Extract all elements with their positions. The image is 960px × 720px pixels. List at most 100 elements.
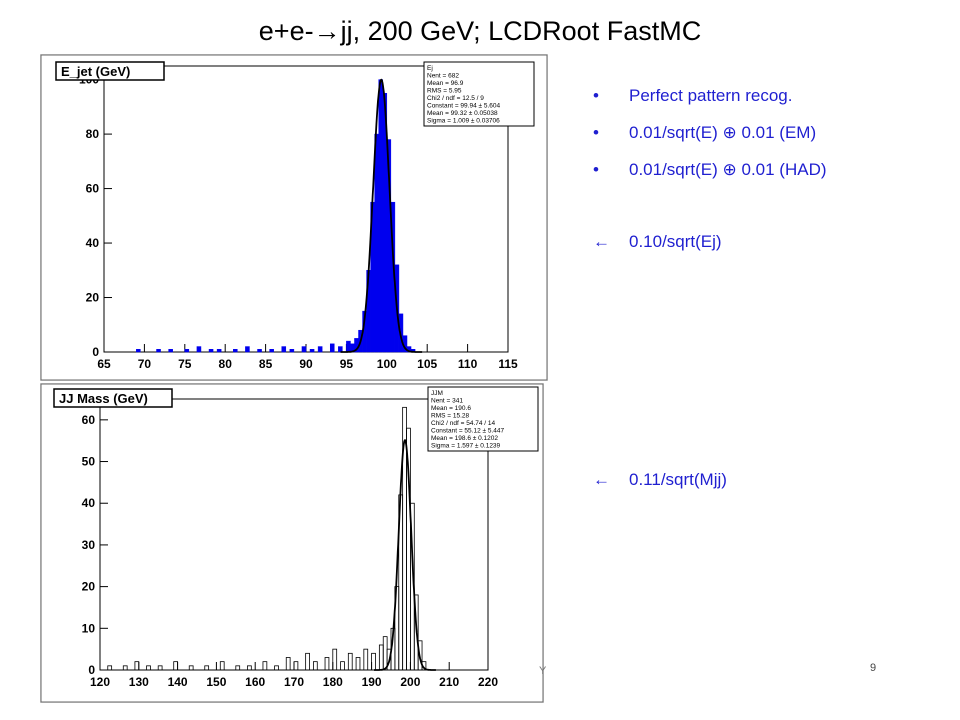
x-tick-label: 75 — [178, 357, 192, 371]
x-tick-label: 150 — [206, 675, 226, 689]
stats-line: JJM — [431, 390, 443, 397]
histogram-bin — [317, 346, 323, 353]
x-tick-label: 120 — [90, 675, 110, 689]
histogram-bin — [196, 346, 202, 353]
gaussian-fit-curve — [340, 78, 423, 353]
bullet-text: 0.01/sqrt(E) ⊕ 0.01 (HAD) — [629, 160, 827, 179]
x-tick-label: 160 — [245, 675, 265, 689]
x-tick-label: 200 — [400, 675, 420, 689]
histogram-bin — [338, 346, 343, 353]
histogram-bin — [134, 661, 140, 671]
histogram-bin — [340, 661, 345, 671]
x-tick-label: 190 — [362, 675, 382, 689]
x-tick-label: 220 — [478, 675, 498, 689]
stats-line: Sigma = 1.597 ± 0.1239 — [431, 443, 501, 450]
histogram-title: E_jet (GeV) — [61, 64, 130, 79]
histogram-bin — [363, 648, 369, 671]
stats-line: Mean = 190.6 — [431, 405, 471, 412]
corner-mark: Y — [539, 665, 547, 677]
histogram-bin — [235, 665, 241, 671]
histogram-bin — [281, 346, 287, 353]
histogram-bin — [329, 343, 335, 353]
y-tick-label: 60 — [82, 413, 96, 427]
histogram-bin — [324, 657, 330, 671]
x-tick-label: 210 — [439, 675, 459, 689]
histogram-bin — [312, 661, 318, 671]
histogram-bin — [136, 349, 141, 353]
stats-box — [427, 386, 539, 452]
x-tick-label: 105 — [417, 357, 437, 371]
histogram-title-box — [53, 388, 173, 408]
histogram-bin — [204, 665, 210, 671]
x-tick-label: 110 — [458, 357, 478, 371]
histogram-bin — [274, 665, 279, 671]
histogram-bin — [378, 79, 384, 353]
histogram-bin — [305, 652, 310, 671]
stats-line: Constant = 99.94 ± 5.604 — [427, 103, 501, 110]
y-tick-label: 0 — [88, 663, 95, 677]
histogram-bin — [219, 661, 225, 671]
bullet-dot: • — [593, 160, 599, 179]
stats-line: Sigma = 1.009 ± 0.03706 — [427, 118, 500, 125]
histogram-bin — [188, 665, 194, 671]
left-arrow-icon: ← — [593, 470, 610, 489]
histogram-bin — [247, 665, 252, 671]
bullet-list: • Perfect pattern recog. • 0.01/sqrt(E) … — [593, 86, 953, 197]
ejet-histogram-panel: 02040608010065707580859095100105110115E_… — [40, 54, 548, 381]
histogram-bin — [413, 594, 419, 671]
page-number: 9 — [870, 662, 877, 674]
x-tick-label: 130 — [129, 675, 149, 689]
y-tick-label: 0 — [92, 345, 99, 359]
histogram-title: JJ Mass (GeV) — [59, 391, 148, 406]
stats-line: Nent = 341 — [431, 398, 463, 405]
x-tick-label: 95 — [340, 357, 354, 371]
stats-line: Mean = 96.9 — [427, 80, 464, 87]
histogram-bin — [208, 349, 214, 353]
histogram-bin — [347, 652, 353, 671]
y-tick-label: 60 — [86, 182, 100, 196]
histogram-bin — [371, 652, 376, 671]
jjmass-histogram-panel: 0 10 20 30 40 50 60 120 130 140 150 160 170 180 190 200… — [40, 383, 544, 703]
x-tick-label: 85 — [259, 357, 273, 371]
stats-line: RMS = 15.28 — [431, 413, 470, 420]
stats-line: Chi2 / ndf = 12.5 / 9 — [427, 95, 484, 102]
histogram-bin — [157, 665, 163, 671]
stats-line: RMS = 5.95 — [427, 88, 462, 95]
histogram-bin — [146, 665, 151, 671]
histogram-bin — [107, 665, 113, 671]
histogram-bin — [417, 640, 423, 671]
x-tick-label: 115 — [498, 357, 518, 371]
slide-title: e+e-→jj, 200 GeV; LCDRoot FastMC — [258, 16, 702, 46]
stats-line: Constant = 55.12 ± 5.447 — [431, 428, 505, 435]
bullet-item: • Perfect pattern recog. — [593, 86, 953, 123]
histogram-bin — [374, 133, 379, 353]
x-tick-label: 90 — [299, 357, 313, 371]
histogram-bin — [216, 349, 222, 353]
histogram-bin — [346, 340, 351, 353]
arrow-note-text: 0.11/sqrt(Mjj) — [629, 470, 727, 489]
arrow-note-ejet: ← 0.10/sqrt(Ej) — [593, 232, 722, 252]
histogram-bin — [233, 349, 238, 353]
x-tick-label: 170 — [284, 675, 304, 689]
histogram-bin — [285, 657, 291, 671]
bullet-dot: • — [593, 123, 599, 142]
stats-line: Nent = 682 — [427, 73, 459, 80]
arrow-note-mjj: ← 0.11/sqrt(Mjj) — [593, 470, 727, 490]
histogram-bin — [289, 349, 295, 353]
y-tick-label: 40 — [82, 496, 96, 510]
bullet-item: • 0.01/sqrt(E) ⊕ 0.01 (HAD) — [593, 160, 953, 197]
y-tick-label: 20 — [82, 580, 96, 594]
y-tick-label: 80 — [86, 127, 100, 141]
gaussian-fit-curve — [374, 438, 436, 671]
arrow-note-text: 0.10/sqrt(Ej) — [629, 232, 722, 251]
histogram-bin — [122, 665, 128, 671]
x-tick-label: 70 — [138, 357, 152, 371]
histogram-bin — [173, 661, 179, 671]
stats-line: Mean = 198.6 ± 0.1202 — [431, 435, 498, 442]
y-tick-label: 50 — [82, 455, 96, 469]
histogram-bin — [168, 349, 173, 353]
x-tick-label: 80 — [219, 357, 233, 371]
histogram-bin — [156, 349, 161, 353]
bullet-item: • 0.01/sqrt(E) ⊕ 0.01 (EM) — [593, 123, 953, 160]
bullet-text: 0.01/sqrt(E) ⊕ 0.01 (EM) — [629, 123, 817, 142]
